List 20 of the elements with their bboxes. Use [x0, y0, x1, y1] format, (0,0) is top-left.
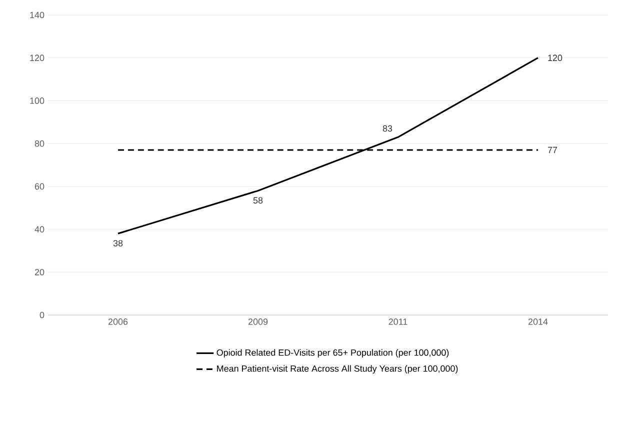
- y-tick-label: 60: [34, 183, 44, 190]
- y-tick-label: 20: [34, 268, 44, 276]
- data-label: 83: [382, 125, 392, 132]
- data-label: 58: [253, 197, 263, 204]
- x-tick-label: 2006: [108, 318, 128, 325]
- y-tick-label: 120: [30, 54, 44, 62]
- x-tick-label: 2014: [528, 318, 548, 325]
- y-tick-label: 80: [34, 140, 44, 147]
- y-tick-label: 0: [40, 312, 44, 318]
- x-tick-label: 2011: [388, 318, 408, 325]
- data-label: 38: [113, 240, 123, 246]
- y-tick-label: 40: [34, 226, 44, 232]
- legend-label: Mean Patient-visit Rate Across All Study Years (per 100,000): [217, 365, 458, 374]
- y-tick-label: 100: [30, 98, 44, 104]
- x-tick-label: 2009: [248, 318, 268, 325]
- data-label: 77: [548, 146, 558, 154]
- y-tick-label: 140: [30, 12, 44, 18]
- data-label: 120: [548, 54, 562, 62]
- line-series: [117, 57, 539, 234]
- legend-label: Opioid Related ED-Visits per 65+ Population (per 100,000): [216, 349, 449, 358]
